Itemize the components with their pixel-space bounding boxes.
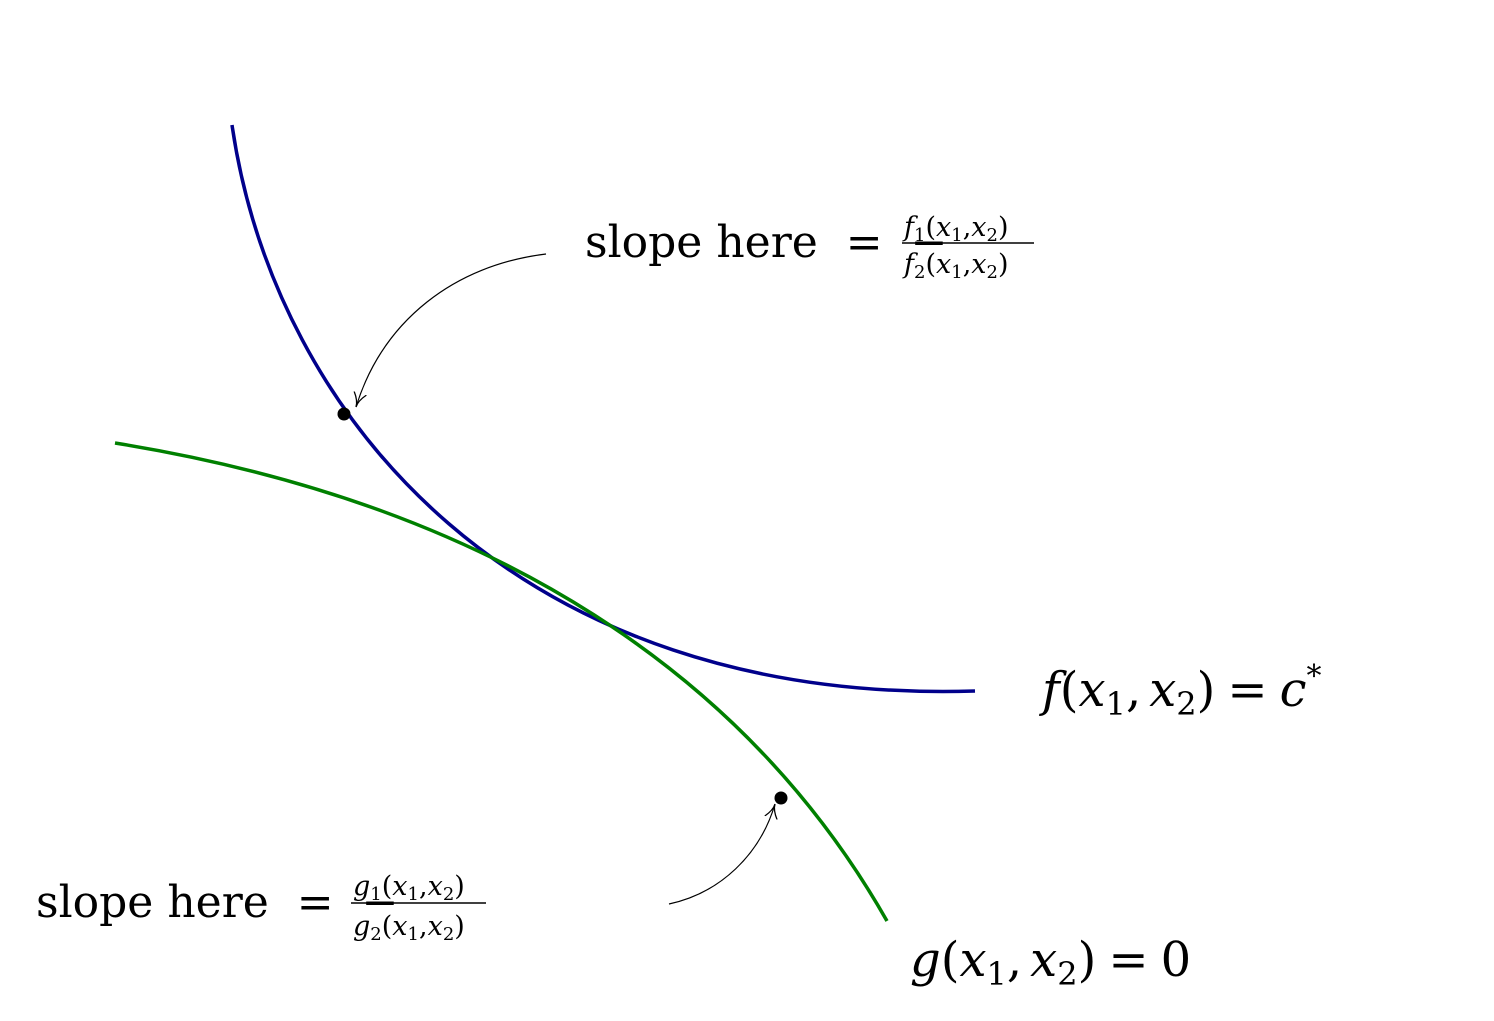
- upper-equals: =: [846, 217, 883, 268]
- svg-text:slope here = −: slope here = −: [585, 217, 948, 268]
- level-curve-f: [230, 124, 976, 694]
- point-on-f-curve: [337, 407, 351, 421]
- lower-slope-text: slope here: [36, 877, 269, 928]
- arrow-lower-annotation: [668, 804, 775, 905]
- label-level-curve: f(x1, x2) = c*: [1039, 659, 1321, 723]
- label-constraint-curve: g(x1, x2) = 0: [910, 932, 1191, 993]
- upper-fraction-numerator: f1(x1,x2): [902, 212, 1009, 246]
- upper-slope-annotation: slope here = − f1(x1,x2) f2(x1,x2): [585, 212, 1034, 283]
- point-on-g-curve: [774, 791, 788, 805]
- lower-equals: =: [297, 877, 334, 928]
- svg-text:slope here = −: slope here = −: [36, 877, 399, 928]
- lower-fraction-denominator: g2(x1,x2): [353, 911, 465, 945]
- constraint-curve-g: [114, 441, 889, 922]
- lower-slope-annotation: slope here = − g1(x1,x2) g2(x1,x2): [36, 871, 486, 945]
- lower-fraction-numerator: g1(x1,x2): [353, 871, 465, 905]
- arrow-upper-annotation: [356, 253, 547, 407]
- upper-slope-text: slope here: [585, 217, 818, 268]
